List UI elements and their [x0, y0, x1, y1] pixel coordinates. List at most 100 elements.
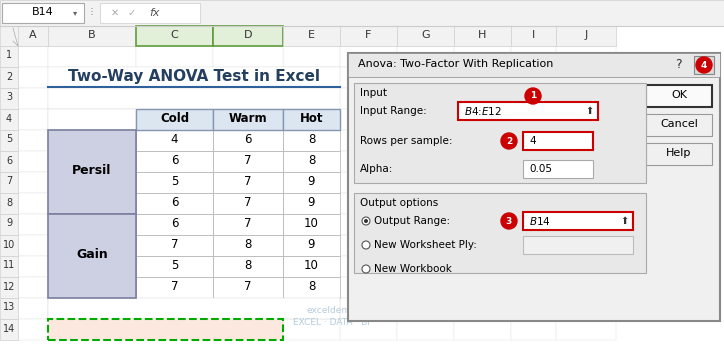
Text: 13: 13: [3, 303, 15, 313]
Bar: [556, 298, 616, 319]
Bar: [397, 277, 454, 298]
Bar: [283, 151, 340, 172]
Bar: [18, 193, 48, 214]
Bar: [0, 256, 18, 277]
Bar: [556, 26, 616, 46]
Bar: [511, 214, 556, 235]
Bar: [136, 172, 213, 193]
Bar: [511, 67, 556, 88]
Bar: [283, 26, 340, 46]
Text: 8: 8: [6, 198, 12, 208]
Bar: [397, 67, 454, 88]
Bar: [18, 214, 48, 235]
Bar: [283, 193, 340, 214]
Bar: [283, 130, 340, 151]
Bar: [18, 130, 48, 151]
Text: Input: Input: [360, 88, 387, 98]
Text: 6: 6: [171, 196, 178, 209]
Text: Anova: Two-Factor With Replication: Anova: Two-Factor With Replication: [358, 59, 553, 69]
Bar: [454, 214, 511, 235]
Text: ⬆: ⬆: [620, 216, 628, 226]
Bar: [136, 109, 213, 130]
Bar: [213, 26, 283, 46]
Circle shape: [362, 217, 370, 225]
Text: 5: 5: [171, 259, 178, 272]
Bar: [283, 298, 340, 319]
Bar: [340, 256, 397, 277]
Text: Hot: Hot: [300, 112, 323, 125]
Bar: [48, 235, 136, 256]
Text: E: E: [308, 30, 315, 40]
Text: Alpha:: Alpha:: [360, 164, 393, 174]
Text: 10: 10: [304, 217, 319, 230]
Bar: [511, 130, 556, 151]
Text: B: B: [88, 30, 96, 40]
Bar: [340, 130, 397, 151]
Bar: [454, 235, 511, 256]
Bar: [454, 172, 511, 193]
Bar: [283, 67, 340, 88]
Bar: [213, 235, 283, 256]
Bar: [397, 319, 454, 340]
Bar: [511, 319, 556, 340]
Bar: [511, 46, 556, 67]
Bar: [397, 109, 454, 130]
Circle shape: [525, 88, 541, 104]
Text: 8: 8: [308, 280, 315, 293]
Text: 7: 7: [244, 175, 252, 188]
Text: 9: 9: [6, 218, 12, 228]
Bar: [397, 256, 454, 277]
Bar: [556, 319, 616, 340]
Text: Persil: Persil: [72, 164, 111, 178]
Bar: [523, 212, 633, 230]
Bar: [0, 193, 18, 214]
Text: fx: fx: [150, 8, 160, 18]
Bar: [136, 46, 213, 67]
Bar: [454, 46, 511, 67]
Text: 0.05: 0.05: [529, 164, 552, 174]
Bar: [0, 172, 18, 193]
Bar: [18, 235, 48, 256]
Text: 2: 2: [506, 136, 512, 145]
Bar: [213, 256, 283, 277]
Bar: [340, 193, 397, 214]
Bar: [136, 26, 213, 46]
Bar: [283, 214, 340, 235]
Bar: [556, 235, 616, 256]
Text: B14: B14: [32, 7, 54, 17]
Bar: [340, 277, 397, 298]
Text: Output Range:: Output Range:: [374, 216, 450, 226]
Bar: [48, 256, 136, 277]
Bar: [283, 46, 340, 67]
Bar: [48, 109, 136, 130]
Bar: [454, 193, 511, 214]
Bar: [646, 143, 712, 165]
Text: 6: 6: [171, 154, 178, 167]
Bar: [340, 172, 397, 193]
Text: Warm: Warm: [229, 112, 267, 125]
Bar: [0, 235, 18, 256]
Text: Cold: Cold: [160, 112, 189, 125]
Bar: [397, 235, 454, 256]
Bar: [283, 256, 340, 277]
Text: exceldemy
EXCEL · DATA · BI: exceldemy EXCEL · DATA · BI: [293, 306, 370, 327]
Bar: [283, 214, 340, 235]
Text: 8: 8: [308, 154, 315, 167]
Bar: [694, 56, 714, 74]
Text: 7: 7: [244, 217, 252, 230]
Bar: [283, 235, 340, 256]
Bar: [556, 130, 616, 151]
Bar: [340, 235, 397, 256]
Bar: [454, 88, 511, 109]
Text: G: G: [421, 30, 430, 40]
Bar: [283, 277, 340, 298]
Text: 4: 4: [6, 113, 12, 124]
Bar: [397, 214, 454, 235]
Bar: [511, 256, 556, 277]
Bar: [0, 26, 18, 46]
Bar: [213, 214, 283, 235]
Bar: [556, 46, 616, 67]
Text: 12: 12: [3, 281, 15, 291]
Text: ✕: ✕: [111, 8, 119, 18]
Text: Help: Help: [666, 148, 691, 158]
